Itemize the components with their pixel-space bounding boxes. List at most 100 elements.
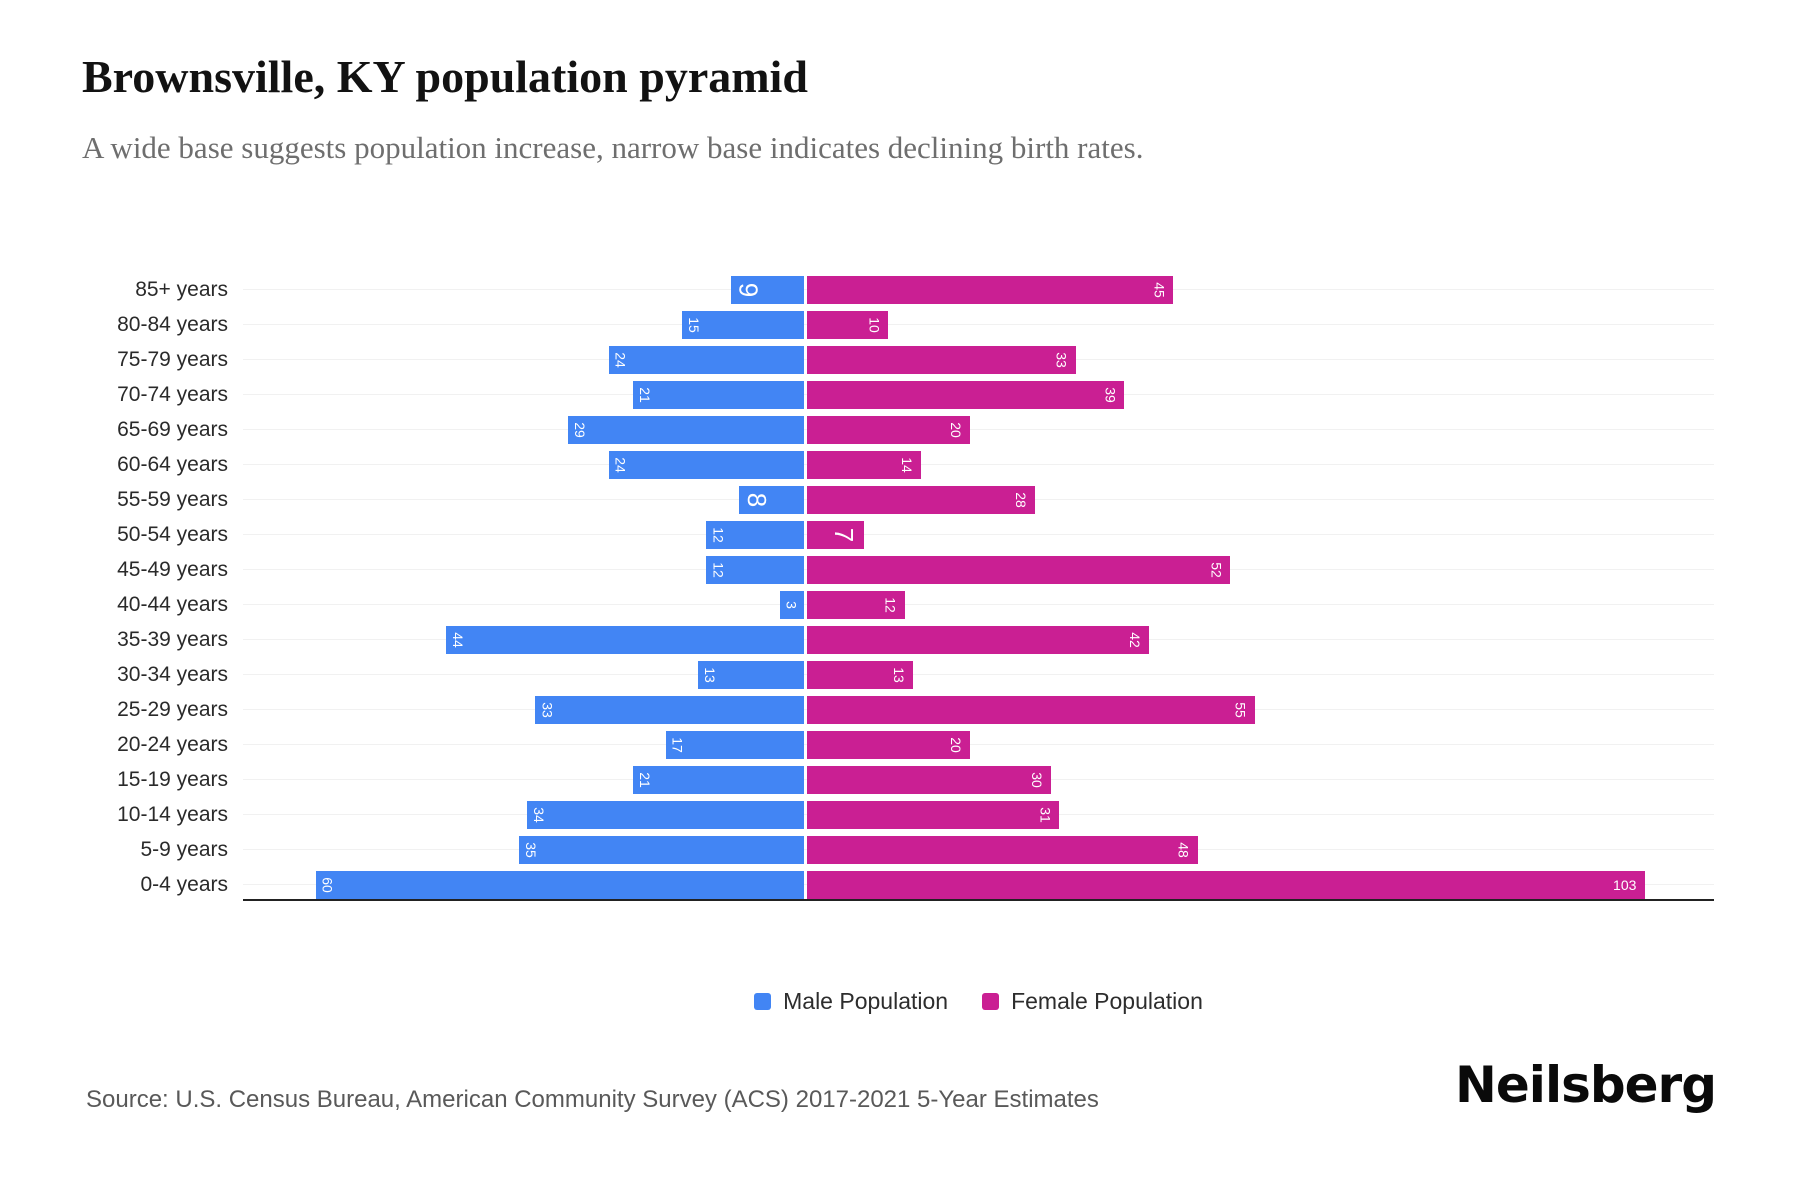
age-group-label: 75-79 years bbox=[117, 348, 228, 371]
female-bar[interactable]: 48 bbox=[807, 836, 1198, 864]
male-bar-value: 9 bbox=[733, 282, 764, 298]
age-group-label: 70-74 years bbox=[117, 383, 228, 406]
male-bar[interactable]: 21 bbox=[633, 381, 804, 409]
legend-item-female[interactable]: Female Population bbox=[982, 988, 1203, 1015]
female-bar-value: 45 bbox=[1151, 282, 1168, 298]
age-group-label: 15-19 years bbox=[117, 768, 228, 791]
male-bar[interactable]: 33 bbox=[535, 696, 804, 724]
male-bar[interactable]: 60 bbox=[315, 871, 804, 899]
male-swatch-icon bbox=[754, 993, 772, 1010]
male-bar[interactable]: 3 bbox=[779, 591, 804, 619]
female-bar[interactable]: 33 bbox=[807, 346, 1076, 374]
male-bar[interactable]: 21 bbox=[633, 766, 804, 794]
gridline bbox=[243, 324, 1714, 325]
female-bar[interactable]: 14 bbox=[807, 451, 921, 479]
male-bar[interactable]: 17 bbox=[665, 731, 804, 759]
female-bar-value: 42 bbox=[1126, 632, 1143, 648]
male-bar[interactable]: 8 bbox=[738, 486, 804, 514]
male-bar[interactable]: 12 bbox=[706, 521, 804, 549]
female-bar[interactable]: 55 bbox=[807, 696, 1255, 724]
legend-item-male[interactable]: Male Population bbox=[754, 988, 948, 1015]
female-bar[interactable]: 7 bbox=[807, 521, 864, 549]
female-bar[interactable]: 45 bbox=[807, 276, 1174, 304]
male-bar-value: 3 bbox=[783, 601, 800, 609]
age-group-label: 35-39 years bbox=[117, 628, 228, 651]
female-bar-value: 14 bbox=[898, 457, 915, 473]
male-bar-value: 34 bbox=[531, 807, 548, 823]
male-bar-value: 60 bbox=[319, 877, 336, 893]
source-text: Source: U.S. Census Bureau, American Com… bbox=[86, 1086, 1099, 1113]
page-title: Brownsville, KY population pyramid bbox=[82, 51, 808, 102]
male-bar-value: 17 bbox=[669, 737, 686, 753]
female-legend-label: Female Population bbox=[1011, 988, 1203, 1014]
age-group-label: 20-24 years bbox=[117, 733, 228, 756]
male-bar[interactable]: 12 bbox=[706, 556, 804, 584]
male-bar-value: 33 bbox=[539, 702, 556, 718]
gridline bbox=[243, 674, 1714, 675]
male-bar-value: 29 bbox=[571, 422, 588, 438]
male-bar-value: 24 bbox=[612, 457, 629, 473]
age-group-label: 80-84 years bbox=[117, 313, 228, 336]
male-bar[interactable]: 34 bbox=[527, 801, 804, 829]
gridline bbox=[243, 429, 1714, 430]
chart-legend: Male Population Female Population bbox=[243, 988, 1714, 1015]
male-bar[interactable]: 24 bbox=[608, 346, 804, 374]
page-subtitle: A wide base suggests population increase… bbox=[82, 130, 1144, 165]
female-bar-value: 10 bbox=[866, 317, 883, 333]
x-axis-line bbox=[243, 899, 1714, 901]
male-bar[interactable]: 35 bbox=[519, 836, 804, 864]
male-bar-value: 13 bbox=[702, 667, 719, 683]
female-swatch-icon bbox=[982, 993, 1000, 1010]
male-bar[interactable]: 9 bbox=[730, 276, 804, 304]
female-bar[interactable]: 20 bbox=[807, 731, 970, 759]
female-bar[interactable]: 20 bbox=[807, 416, 970, 444]
age-group-label: 85+ years bbox=[135, 278, 228, 301]
female-bar-value: 48 bbox=[1175, 842, 1192, 858]
male-bar-value: 21 bbox=[637, 387, 654, 403]
male-bar-value: 24 bbox=[612, 352, 629, 368]
age-group-label: 10-14 years bbox=[117, 803, 228, 826]
female-bar-value: 33 bbox=[1053, 352, 1070, 368]
male-bar-value: 44 bbox=[449, 632, 466, 648]
male-bar[interactable]: 15 bbox=[681, 311, 804, 339]
female-bar-value: 20 bbox=[947, 422, 964, 438]
male-bar-value: 12 bbox=[710, 562, 727, 578]
age-group-label: 25-29 years bbox=[117, 698, 228, 721]
age-group-label: 40-44 years bbox=[117, 593, 228, 616]
female-bar[interactable]: 28 bbox=[807, 486, 1035, 514]
age-group-label: 50-54 years bbox=[117, 523, 228, 546]
male-bar[interactable]: 44 bbox=[445, 626, 804, 654]
female-bar-value: 7 bbox=[828, 527, 859, 543]
male-bar[interactable]: 29 bbox=[567, 416, 804, 444]
male-bar[interactable]: 24 bbox=[608, 451, 804, 479]
female-bar-value: 52 bbox=[1208, 562, 1225, 578]
brand-logo[interactable]: Neilsberg bbox=[1455, 1056, 1717, 1114]
age-group-label: 60-64 years bbox=[117, 453, 228, 476]
age-group-label: 45-49 years bbox=[117, 558, 228, 581]
female-bar[interactable]: 39 bbox=[807, 381, 1125, 409]
gridline bbox=[243, 534, 1714, 535]
age-group-label: 30-34 years bbox=[117, 663, 228, 686]
female-bar[interactable]: 42 bbox=[807, 626, 1149, 654]
age-group-label: 55-59 years bbox=[117, 488, 228, 511]
age-group-label: 0-4 years bbox=[140, 873, 228, 896]
female-bar[interactable]: 52 bbox=[807, 556, 1231, 584]
female-bar[interactable]: 31 bbox=[807, 801, 1060, 829]
female-bar-value: 39 bbox=[1102, 387, 1119, 403]
female-bar[interactable]: 13 bbox=[807, 661, 913, 689]
male-bar-value: 15 bbox=[685, 317, 702, 333]
female-bar[interactable]: 103 bbox=[807, 871, 1646, 899]
gridline bbox=[243, 744, 1714, 745]
female-bar-value: 28 bbox=[1012, 492, 1029, 508]
female-bar-value: 13 bbox=[890, 667, 907, 683]
male-bar[interactable]: 13 bbox=[698, 661, 804, 689]
female-bar[interactable]: 30 bbox=[807, 766, 1052, 794]
female-bar-value: 30 bbox=[1029, 772, 1046, 788]
gridline bbox=[243, 464, 1714, 465]
male-legend-label: Male Population bbox=[783, 988, 949, 1014]
female-bar-value: 55 bbox=[1232, 702, 1249, 718]
female-bar[interactable]: 12 bbox=[807, 591, 905, 619]
female-bar[interactable]: 10 bbox=[807, 311, 889, 339]
